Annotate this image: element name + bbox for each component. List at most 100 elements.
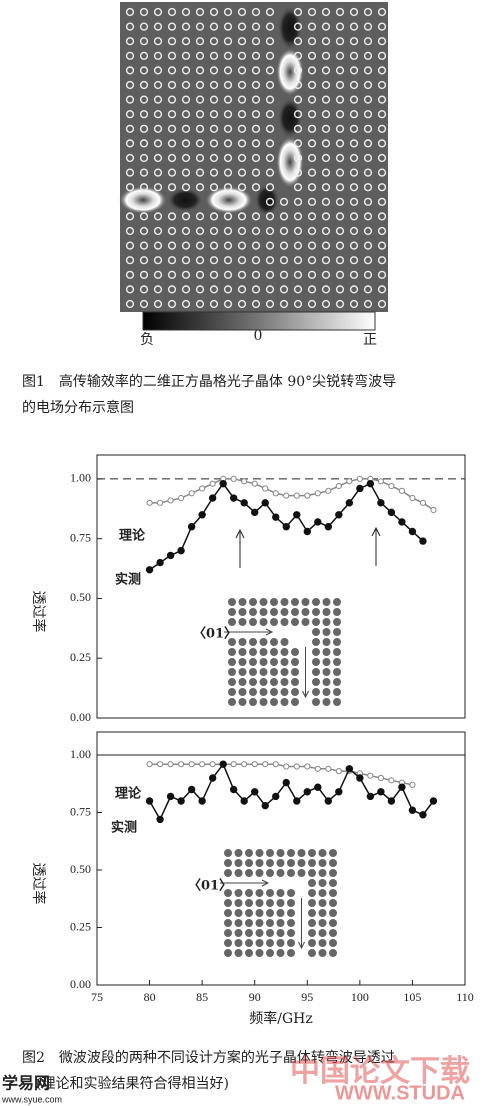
rod <box>139 241 149 250</box>
rod <box>125 183 135 192</box>
data-point <box>430 506 437 514</box>
colorbar <box>142 311 376 331</box>
rod <box>265 197 275 206</box>
inset-rod <box>308 899 316 907</box>
inset-rod <box>276 929 285 937</box>
inset-rod <box>270 598 278 606</box>
caption: (理论和实验结果符合得相当好) <box>22 1075 229 1092</box>
rod <box>349 299 359 309</box>
inset-rod <box>270 638 278 646</box>
inset-rod <box>228 678 236 686</box>
rod <box>363 168 373 177</box>
rod <box>139 51 149 60</box>
inset-rod <box>318 939 327 947</box>
rod <box>377 270 387 279</box>
inset-rod <box>238 638 247 646</box>
x-tick-label: 95 <box>301 990 313 1004</box>
inset-rod <box>245 909 253 917</box>
data-point <box>166 792 175 801</box>
rod <box>377 80 387 90</box>
rod <box>349 153 359 163</box>
data-point <box>199 761 206 768</box>
rod <box>125 226 135 236</box>
rod <box>223 153 233 163</box>
rod <box>265 256 275 265</box>
watermark: 中国论文下载 <box>290 1054 470 1089</box>
rod <box>321 95 331 104</box>
rod <box>363 241 373 250</box>
rod <box>349 66 359 75</box>
rod <box>363 22 373 31</box>
rod <box>223 7 233 17</box>
rod <box>223 212 233 221</box>
rod <box>153 270 163 279</box>
rod <box>223 80 233 90</box>
y-tick-label: 0.50 <box>70 590 91 604</box>
rod <box>195 95 205 104</box>
hot-spot <box>276 136 304 188</box>
inset-rod <box>245 939 253 947</box>
inset-rod <box>308 859 316 867</box>
inset-rod <box>238 698 247 706</box>
data-point <box>325 487 332 494</box>
rod <box>223 51 233 60</box>
rod <box>209 241 219 250</box>
data-point <box>188 490 195 497</box>
inset-rod <box>280 698 289 706</box>
x-tick-label: 110 <box>456 990 474 1004</box>
rod <box>139 110 149 119</box>
data-point <box>356 475 363 483</box>
rod <box>265 51 275 60</box>
inset-rod <box>318 909 327 917</box>
rod <box>293 256 303 265</box>
inset-rod <box>224 899 232 907</box>
rod <box>349 256 359 265</box>
rod <box>223 270 233 279</box>
rod <box>335 183 345 192</box>
rod <box>321 256 331 265</box>
rod <box>237 226 247 236</box>
inset-arrow <box>220 879 305 950</box>
rod <box>195 110 205 119</box>
rod <box>125 153 135 163</box>
inset-rod <box>255 939 264 947</box>
rod <box>293 270 303 279</box>
inset-rod <box>312 698 320 706</box>
rod <box>223 299 233 309</box>
data-point <box>398 783 406 791</box>
rod <box>139 153 149 163</box>
rod <box>181 285 191 294</box>
rod <box>349 51 359 60</box>
rod <box>321 197 331 206</box>
inset-rod <box>234 929 243 937</box>
inset-rod <box>318 879 327 887</box>
data-point <box>251 508 259 517</box>
data-point <box>229 494 238 502</box>
rod <box>167 22 177 31</box>
rod <box>321 153 331 163</box>
rod <box>307 124 317 133</box>
inset-rod <box>276 949 285 957</box>
annotation: 理论 <box>115 786 142 802</box>
inset-rod <box>329 899 337 907</box>
rod <box>125 299 135 309</box>
rod <box>181 226 191 236</box>
rod <box>265 241 275 250</box>
rod <box>363 153 373 163</box>
rod <box>349 110 359 119</box>
rod <box>139 37 149 46</box>
rod <box>293 124 303 133</box>
inset-rod <box>266 929 274 937</box>
rod <box>335 80 345 90</box>
inset-rod <box>312 648 320 656</box>
rod <box>321 168 331 177</box>
rod <box>335 66 345 75</box>
rod <box>293 168 303 177</box>
data-point <box>167 497 174 504</box>
rod <box>125 270 135 279</box>
rod <box>335 51 345 60</box>
rod <box>363 7 373 17</box>
inset-rod <box>276 869 285 877</box>
inset-rod <box>329 849 337 857</box>
